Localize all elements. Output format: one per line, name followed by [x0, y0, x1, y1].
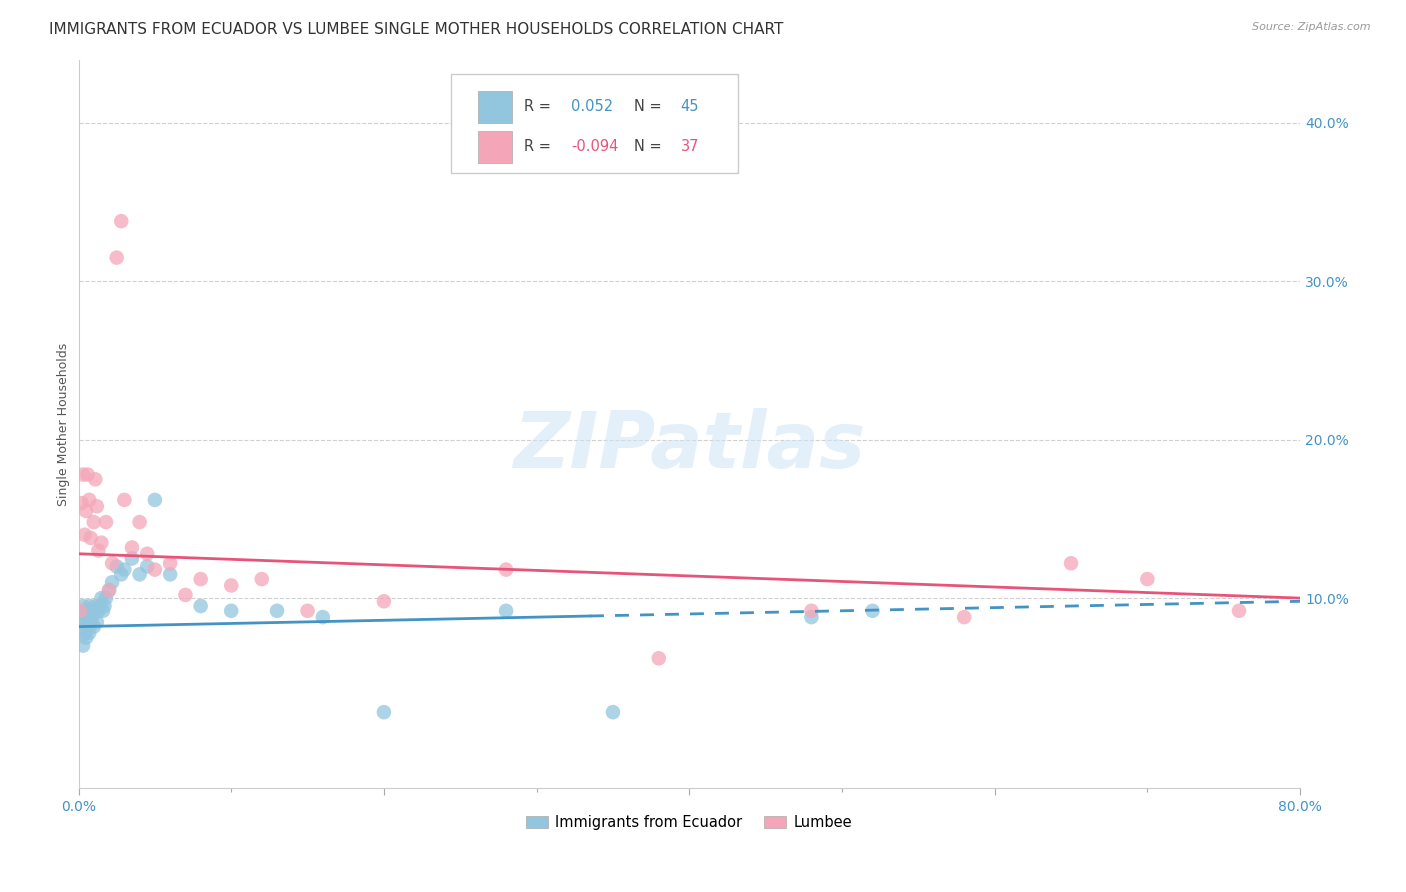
Point [800, 610, 823, 624]
Point [159, 556, 181, 570]
Point [75, 504, 97, 518]
Text: R =: R = [524, 139, 551, 154]
Text: N =: N = [634, 99, 662, 114]
Text: 45: 45 [681, 99, 699, 114]
Point [101, 556, 124, 570]
Point [98, 583, 121, 598]
Text: N =: N = [634, 139, 662, 154]
Legend: Immigrants from Ecuador, Lumbee: Immigrants from Ecuador, Lumbee [520, 809, 858, 836]
Point [80, 607, 103, 621]
Point [136, 547, 159, 561]
Point [128, 515, 150, 529]
Point [69, 604, 91, 618]
Point [297, 604, 319, 618]
Point [70, 607, 93, 621]
Point [136, 559, 159, 574]
Point [90, 591, 112, 606]
Point [495, 563, 517, 577]
FancyBboxPatch shape [478, 131, 512, 162]
Point [70, 623, 93, 637]
Point [219, 578, 242, 592]
Point [87, 543, 110, 558]
Point [90, 535, 112, 549]
Point [1060, 556, 1083, 570]
Point [105, 251, 128, 265]
Point [495, 604, 517, 618]
Point [1136, 572, 1159, 586]
Point [121, 551, 143, 566]
Point [266, 604, 288, 618]
Point [190, 572, 212, 586]
Point [84, 599, 107, 613]
Point [80, 531, 103, 545]
Text: -0.094: -0.094 [571, 139, 619, 154]
Point [94, 515, 117, 529]
Point [76, 610, 98, 624]
Point [75, 604, 97, 618]
Point [128, 567, 150, 582]
Point [93, 599, 115, 613]
FancyBboxPatch shape [451, 74, 738, 172]
Point [76, 467, 98, 482]
Point [84, 472, 107, 486]
Point [110, 214, 132, 228]
Point [602, 705, 624, 719]
Point [373, 594, 395, 608]
Text: Source: ZipAtlas.com: Source: ZipAtlas.com [1253, 22, 1371, 32]
Point [143, 563, 166, 577]
Point [72, 599, 94, 613]
Point [1227, 604, 1250, 618]
Point [86, 500, 108, 514]
Point [83, 619, 105, 633]
Point [69, 615, 91, 629]
Point [190, 599, 212, 613]
Point [800, 604, 823, 618]
Point [83, 604, 105, 618]
Point [112, 492, 135, 507]
Point [91, 604, 114, 618]
Point [82, 610, 104, 624]
Point [87, 604, 110, 618]
Point [72, 639, 94, 653]
Text: 0.052: 0.052 [571, 99, 613, 114]
FancyBboxPatch shape [478, 91, 512, 122]
Point [862, 604, 884, 618]
Point [112, 563, 135, 577]
Point [312, 610, 335, 624]
Point [76, 619, 98, 633]
Text: R =: R = [524, 99, 551, 114]
Point [89, 599, 111, 613]
Point [83, 515, 105, 529]
Text: 37: 37 [681, 139, 699, 154]
Point [80, 615, 103, 629]
Y-axis label: Single Mother Households: Single Mother Households [58, 343, 70, 506]
Point [73, 626, 96, 640]
Point [70, 496, 93, 510]
Point [77, 492, 100, 507]
Point [250, 572, 273, 586]
Point [94, 591, 117, 606]
Text: ZIPatlas: ZIPatlas [513, 408, 866, 483]
Point [121, 541, 143, 555]
Point [101, 575, 124, 590]
Point [98, 583, 121, 598]
Point [75, 631, 97, 645]
Point [174, 588, 197, 602]
Point [72, 467, 94, 482]
Point [105, 559, 128, 574]
Point [86, 615, 108, 629]
Point [77, 626, 100, 640]
Point [219, 604, 242, 618]
Point [159, 567, 181, 582]
Point [373, 705, 395, 719]
Point [77, 599, 100, 613]
Point [110, 567, 132, 582]
Point [648, 651, 671, 665]
Point [73, 528, 96, 542]
Point [143, 492, 166, 507]
Text: IMMIGRANTS FROM ECUADOR VS LUMBEE SINGLE MOTHER HOUSEHOLDS CORRELATION CHART: IMMIGRANTS FROM ECUADOR VS LUMBEE SINGLE… [49, 22, 783, 37]
Point [73, 610, 96, 624]
Point [953, 610, 976, 624]
